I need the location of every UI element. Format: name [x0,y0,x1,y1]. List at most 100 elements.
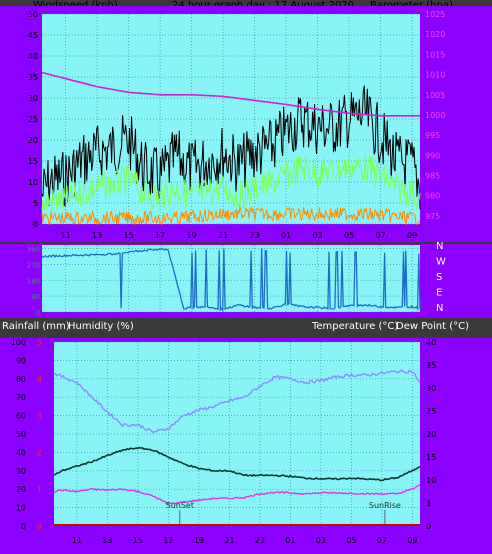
temperature-series-line [53,446,421,482]
temperature-tick-label: 30 [426,384,436,393]
humidity-tick-label: 20 [16,485,26,494]
y2-tick-label: 1005 [425,91,445,100]
humidity-tick-label: 90 [16,356,26,365]
gust-series-line [41,85,421,210]
dewpoint-series-line [53,483,421,505]
rain-tick-label: 5 [37,338,42,347]
wind-minimum-series-line [41,205,421,226]
annotation-sunrise: SunRise [369,501,401,510]
wind-barometer-chart: 0 5 10 15 20 25 30 35 40 45 50 11 13 15 17 19 21 23 01 03 05… [0,6,492,242]
rain-tick-label: 2 [37,448,42,457]
rain-tick-label: 1 [37,485,42,494]
x-tick-label: 05 [344,231,354,240]
x-tick-label: 19 [187,231,197,240]
x-tick-label: 07 [376,231,386,240]
lower-header: Rainfall (mm) Humidity (%) Temperature (… [0,318,492,338]
lower-x-tick-label: 11 [72,536,82,545]
annotation-sunset: SunSet [166,501,194,510]
x-tick-label: 21 [218,231,228,240]
lower-x-tick-label: 23 [255,536,265,545]
y2-tick-label: 990 [425,151,440,160]
y-tick-label: 35 [28,73,38,82]
compass-label-e: E [436,288,442,299]
temperature-tick-label: 0 [426,522,431,531]
direction-tick-label: 270 [27,261,40,269]
compass-label-w: W [436,257,446,268]
y-tick-label: 45 [28,31,38,40]
x-tick-label: 03 [313,231,323,240]
x-tick-label: 23 [250,231,260,240]
lower-x-tick-label: 07 [377,536,387,545]
graph-title: 24 hour graph day : 17 August 2020 [172,0,355,11]
y2-tick-label: 1000 [425,111,445,120]
barometer-series-line [41,71,420,117]
compass-label-n: N [436,303,443,314]
humidity-tick-label: 80 [16,375,26,384]
rain-tick-label: 3 [37,412,42,421]
temperature-tick-label: 25 [426,407,436,416]
rain-tick-label: 0 [37,522,42,531]
humidity-tick-label: 0 [21,522,26,531]
direction-tick-label: 180 [27,277,40,285]
compass-label-n: N [436,242,443,252]
rainfall-axis-label: Rainfall (mm) [2,321,70,332]
lower-x-tick-label: 19 [194,536,204,545]
rain-tick-label: 4 [37,375,42,384]
compass-label-s: S [436,272,442,283]
y2-tick-label: 1025 [425,10,445,19]
y2-tick-label: 995 [425,131,440,140]
direction-tick-label: 90 [31,293,40,301]
x-tick-label: 11 [61,231,71,240]
temperature-humidity-svg: 0102030405060708090100012345051015202530… [0,338,492,554]
wind-direction-series-line [41,247,421,313]
separator [0,242,492,244]
y-tick-label: 30 [28,94,38,103]
lower-x-tick-label: 03 [316,536,326,545]
wind-direction-chart: 0 90 180 270 360 N W S E N [0,242,492,318]
temperature-tick-label: 10 [426,476,436,485]
temperature-axis-label: Temperature (°C) [312,321,399,332]
wind-speed-series-line [41,153,421,212]
y2-tick-label: 985 [425,172,440,181]
lower-x-tick-label: 05 [346,536,356,545]
top-header: Windspeed (kph) 24 hour graph day : 17 A… [0,0,492,11]
y2-tick-label: 1020 [425,30,445,39]
humidity-tick-label: 100 [11,338,26,347]
lower-x-tick-label: 13 [102,536,112,545]
humidity-tick-label: 10 [16,504,26,513]
barometer-axis-label: Barometer (hpa) [370,0,453,11]
y2-tick-label: 980 [425,192,440,201]
y-tick-label: 25 [28,115,38,124]
direction-tick-label: 0 [36,309,40,317]
temperature-tick-label: 5 [426,499,431,508]
temperature-humidity-chart: 0 10 20 30 40 50 60 70 80 90 100 0 1 2 3 4 5 0 5 10 15 20 25 30… [0,338,492,554]
direction-tick-label: 360 [27,246,40,254]
y-tick-label: 50 [28,10,38,19]
temperature-tick-label: 20 [426,430,436,439]
y-tick-label: 15 [28,157,38,166]
temperature-tick-label: 40 [426,338,436,347]
y-tick-label: 10 [28,178,38,187]
direction-plot-area [42,245,420,312]
humidity-series-line [53,369,421,434]
humidity-tick-label: 70 [16,393,26,402]
y-tick-label: 40 [28,52,38,61]
dewpoint-axis-label: Dew Point (°C) [396,321,470,332]
y2-tick-label: 975 [425,212,440,221]
y-tick-label: 5 [33,199,38,208]
lower-x-tick-label: 09 [407,536,417,545]
humidity-tick-label: 50 [16,430,26,439]
x-tick-label: 13 [92,231,102,240]
x-tick-label: 01 [281,231,291,240]
lower-x-tick-label: 21 [224,536,234,545]
lower-x-tick-label: 17 [163,536,173,545]
lower-x-tick-label: 15 [133,536,143,545]
temperature-tick-label: 15 [426,453,436,462]
humidity-tick-label: 30 [16,467,26,476]
x-tick-label: 15 [124,231,134,240]
y-tick-label: 20 [28,136,38,145]
y2-tick-label: 1015 [425,50,445,59]
y2-tick-label: 1010 [425,71,445,80]
